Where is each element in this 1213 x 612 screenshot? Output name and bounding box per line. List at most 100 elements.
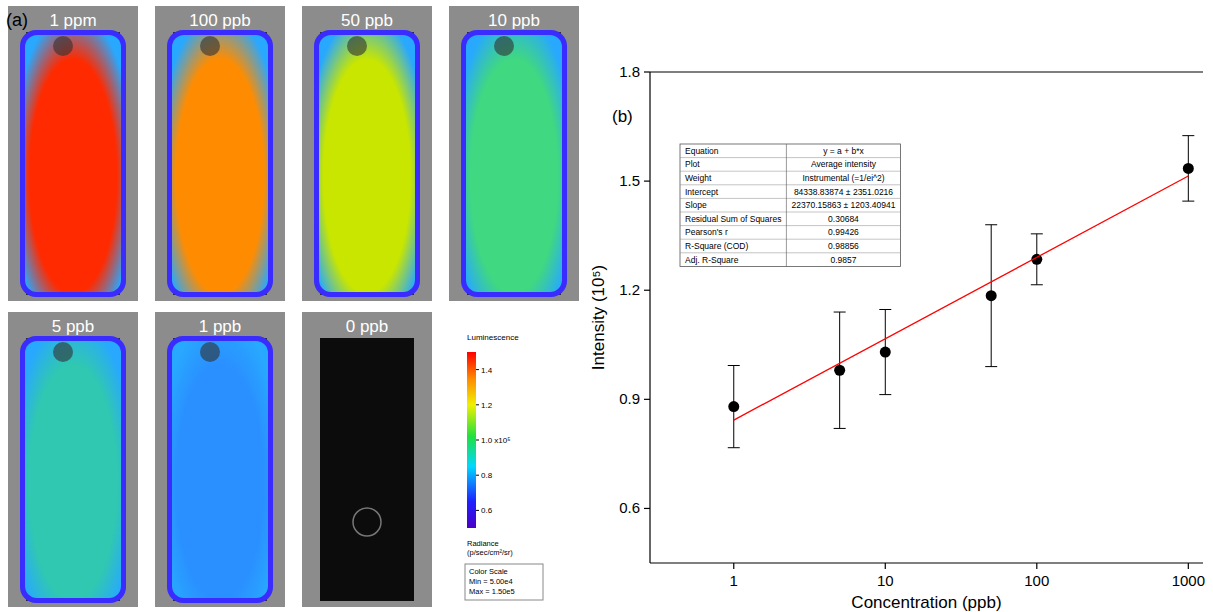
error-cap <box>834 312 846 313</box>
strip-hole <box>200 36 220 56</box>
error-cap <box>728 365 740 366</box>
strip-background <box>449 6 579 301</box>
data-point <box>728 401 739 412</box>
table-rule <box>680 212 901 213</box>
heat-edge <box>167 30 273 297</box>
colorbar-tick-label: 1.4 <box>481 366 493 375</box>
error-bar <box>985 225 997 367</box>
table-cell: 0.9857 <box>830 255 856 265</box>
strip: 0 ppb <box>302 312 432 607</box>
y-tick-label: 1.2 <box>619 281 640 298</box>
y-axis <box>649 72 650 563</box>
heat-map <box>172 35 268 292</box>
colorbar-tick <box>476 440 479 441</box>
strip-label: 100 ppb <box>189 11 250 30</box>
error-bar <box>879 309 891 394</box>
strip: 1 ppb <box>155 312 285 607</box>
data-point <box>1183 163 1194 174</box>
x-axis <box>650 562 1203 563</box>
error-cap <box>1182 201 1194 202</box>
error-cap <box>985 366 997 367</box>
x-tick-label: 10 <box>877 572 894 589</box>
scale-box-text: Min = 5.00e4 <box>469 577 513 586</box>
table-rule <box>680 225 901 226</box>
error-bar <box>1182 136 1194 201</box>
strip-hole <box>53 342 73 362</box>
strip-background <box>302 312 432 607</box>
colorbar-tick <box>476 475 479 476</box>
colorbar: Luminescence1.41.21.0 x10⁵0.80.6Radiance… <box>465 333 543 600</box>
x-tick-label: 1000 <box>1172 572 1205 589</box>
panel-b: (b)11010010000.60.91.21.51.8Concentratio… <box>589 63 1205 612</box>
x-axis-title: Concentration (ppb) <box>851 593 1001 612</box>
strip: 5 ppb <box>8 312 138 607</box>
data-point <box>880 347 891 358</box>
table-rule <box>680 157 901 158</box>
table-rule <box>786 144 787 266</box>
heat-map <box>25 35 121 292</box>
strip-hole <box>53 36 73 56</box>
table-cell: Average intensity <box>811 159 877 169</box>
table-rule <box>680 198 901 199</box>
x-tick-label: 1 <box>730 572 738 589</box>
table-cell: 22370.15863 ± 1203.40941 <box>792 200 896 210</box>
fit-table: Equationy = a + b*xPlotAverage intensity… <box>680 144 901 266</box>
strip-hole <box>347 36 367 56</box>
x-tick <box>885 563 886 569</box>
table-cell: 0.99426 <box>828 227 859 237</box>
strip-label: 50 ppb <box>341 11 393 30</box>
heat-map <box>320 338 414 601</box>
error-cap <box>1031 284 1043 285</box>
colorbar-tick <box>476 369 479 370</box>
strip-label: 1 ppm <box>49 11 96 30</box>
y-tick-label: 1.5 <box>619 172 640 189</box>
error-cap <box>1031 233 1043 234</box>
y-axis-title: Intensity (10⁵) <box>589 265 608 370</box>
table-cell: Intercept <box>685 187 719 197</box>
strip-body <box>26 338 120 601</box>
strip-background <box>302 6 432 301</box>
figure: 1 ppm 100 ppb 50 ppb 10 ppb 5 ppb 1 ppb 0 ppb (… <box>0 0 1213 612</box>
y-tick <box>644 508 650 509</box>
colorbar-tick <box>476 510 479 511</box>
table-cell: Equation <box>685 146 719 156</box>
table-cell: R-Square (COD) <box>685 241 748 251</box>
strip-background <box>8 312 138 607</box>
x-tick <box>1188 563 1189 569</box>
table-frame <box>680 144 901 266</box>
colorbar-tick-label: 0.8 <box>481 471 493 480</box>
strip-background <box>155 312 285 607</box>
strip-label: 0 ppb <box>346 317 389 336</box>
y-tick <box>644 181 650 182</box>
strip-spot <box>353 508 381 536</box>
error-cap <box>879 309 891 310</box>
heat-map <box>319 35 415 292</box>
panel-label: (b) <box>612 107 633 126</box>
strip-hole <box>200 342 220 362</box>
colorbar-bar <box>467 352 476 528</box>
x-tick <box>1036 563 1037 569</box>
heat-edge <box>20 30 126 297</box>
table-cell: Plot <box>685 159 700 169</box>
strip-body <box>467 32 561 295</box>
strip-label: 10 ppb <box>488 11 540 30</box>
strip-body <box>320 32 414 295</box>
strip-label: 1 ppb <box>199 317 242 336</box>
strip: 10 ppb <box>449 6 579 301</box>
colorbar-title: Luminescence <box>467 333 519 342</box>
strip-body <box>173 338 267 601</box>
table-cell: Adj. R-Square <box>685 255 739 265</box>
data-point <box>986 290 997 301</box>
table-cell: 0.30684 <box>828 214 859 224</box>
colorbar-unit: (p/sec/cm²/sr) <box>467 548 513 557</box>
data-point <box>834 365 845 376</box>
scale-box <box>465 564 543 600</box>
scale-box-text: Color Scale <box>469 567 508 576</box>
error-cap <box>985 224 997 225</box>
y-tick <box>644 290 650 291</box>
y-tick <box>644 71 650 72</box>
colorbar-unit: Radiance <box>467 539 499 548</box>
error-cap <box>728 447 740 448</box>
x-tick-label: 100 <box>1024 572 1049 589</box>
y-tick <box>644 399 650 400</box>
